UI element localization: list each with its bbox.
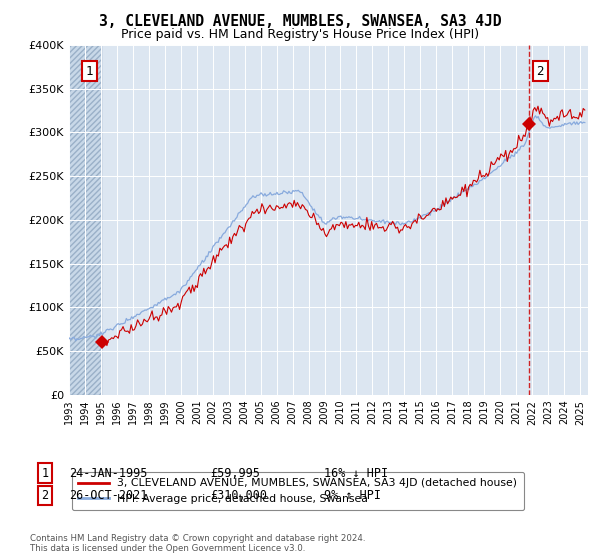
- Bar: [69, 45, 102, 395]
- Text: Price paid vs. HM Land Registry's House Price Index (HPI): Price paid vs. HM Land Registry's House …: [121, 28, 479, 41]
- Bar: [69, 45, 102, 395]
- Text: 2: 2: [536, 64, 544, 77]
- Text: Contains HM Land Registry data © Crown copyright and database right 2024.
This d: Contains HM Land Registry data © Crown c…: [30, 534, 365, 553]
- Text: 1: 1: [41, 466, 49, 480]
- Text: 9% ↑ HPI: 9% ↑ HPI: [324, 489, 381, 502]
- Text: 1: 1: [86, 64, 94, 77]
- Text: 24-JAN-1995: 24-JAN-1995: [69, 466, 148, 480]
- Legend: 3, CLEVELAND AVENUE, MUMBLES, SWANSEA, SA3 4JD (detached house), HPI: Average pr: 3, CLEVELAND AVENUE, MUMBLES, SWANSEA, S…: [72, 472, 524, 510]
- Text: £59,995: £59,995: [210, 466, 260, 480]
- Text: £310,000: £310,000: [210, 489, 267, 502]
- Text: 26-OCT-2021: 26-OCT-2021: [69, 489, 148, 502]
- Text: 2: 2: [41, 489, 49, 502]
- Text: 16% ↓ HPI: 16% ↓ HPI: [324, 466, 388, 480]
- Text: 3, CLEVELAND AVENUE, MUMBLES, SWANSEA, SA3 4JD: 3, CLEVELAND AVENUE, MUMBLES, SWANSEA, S…: [99, 14, 501, 29]
